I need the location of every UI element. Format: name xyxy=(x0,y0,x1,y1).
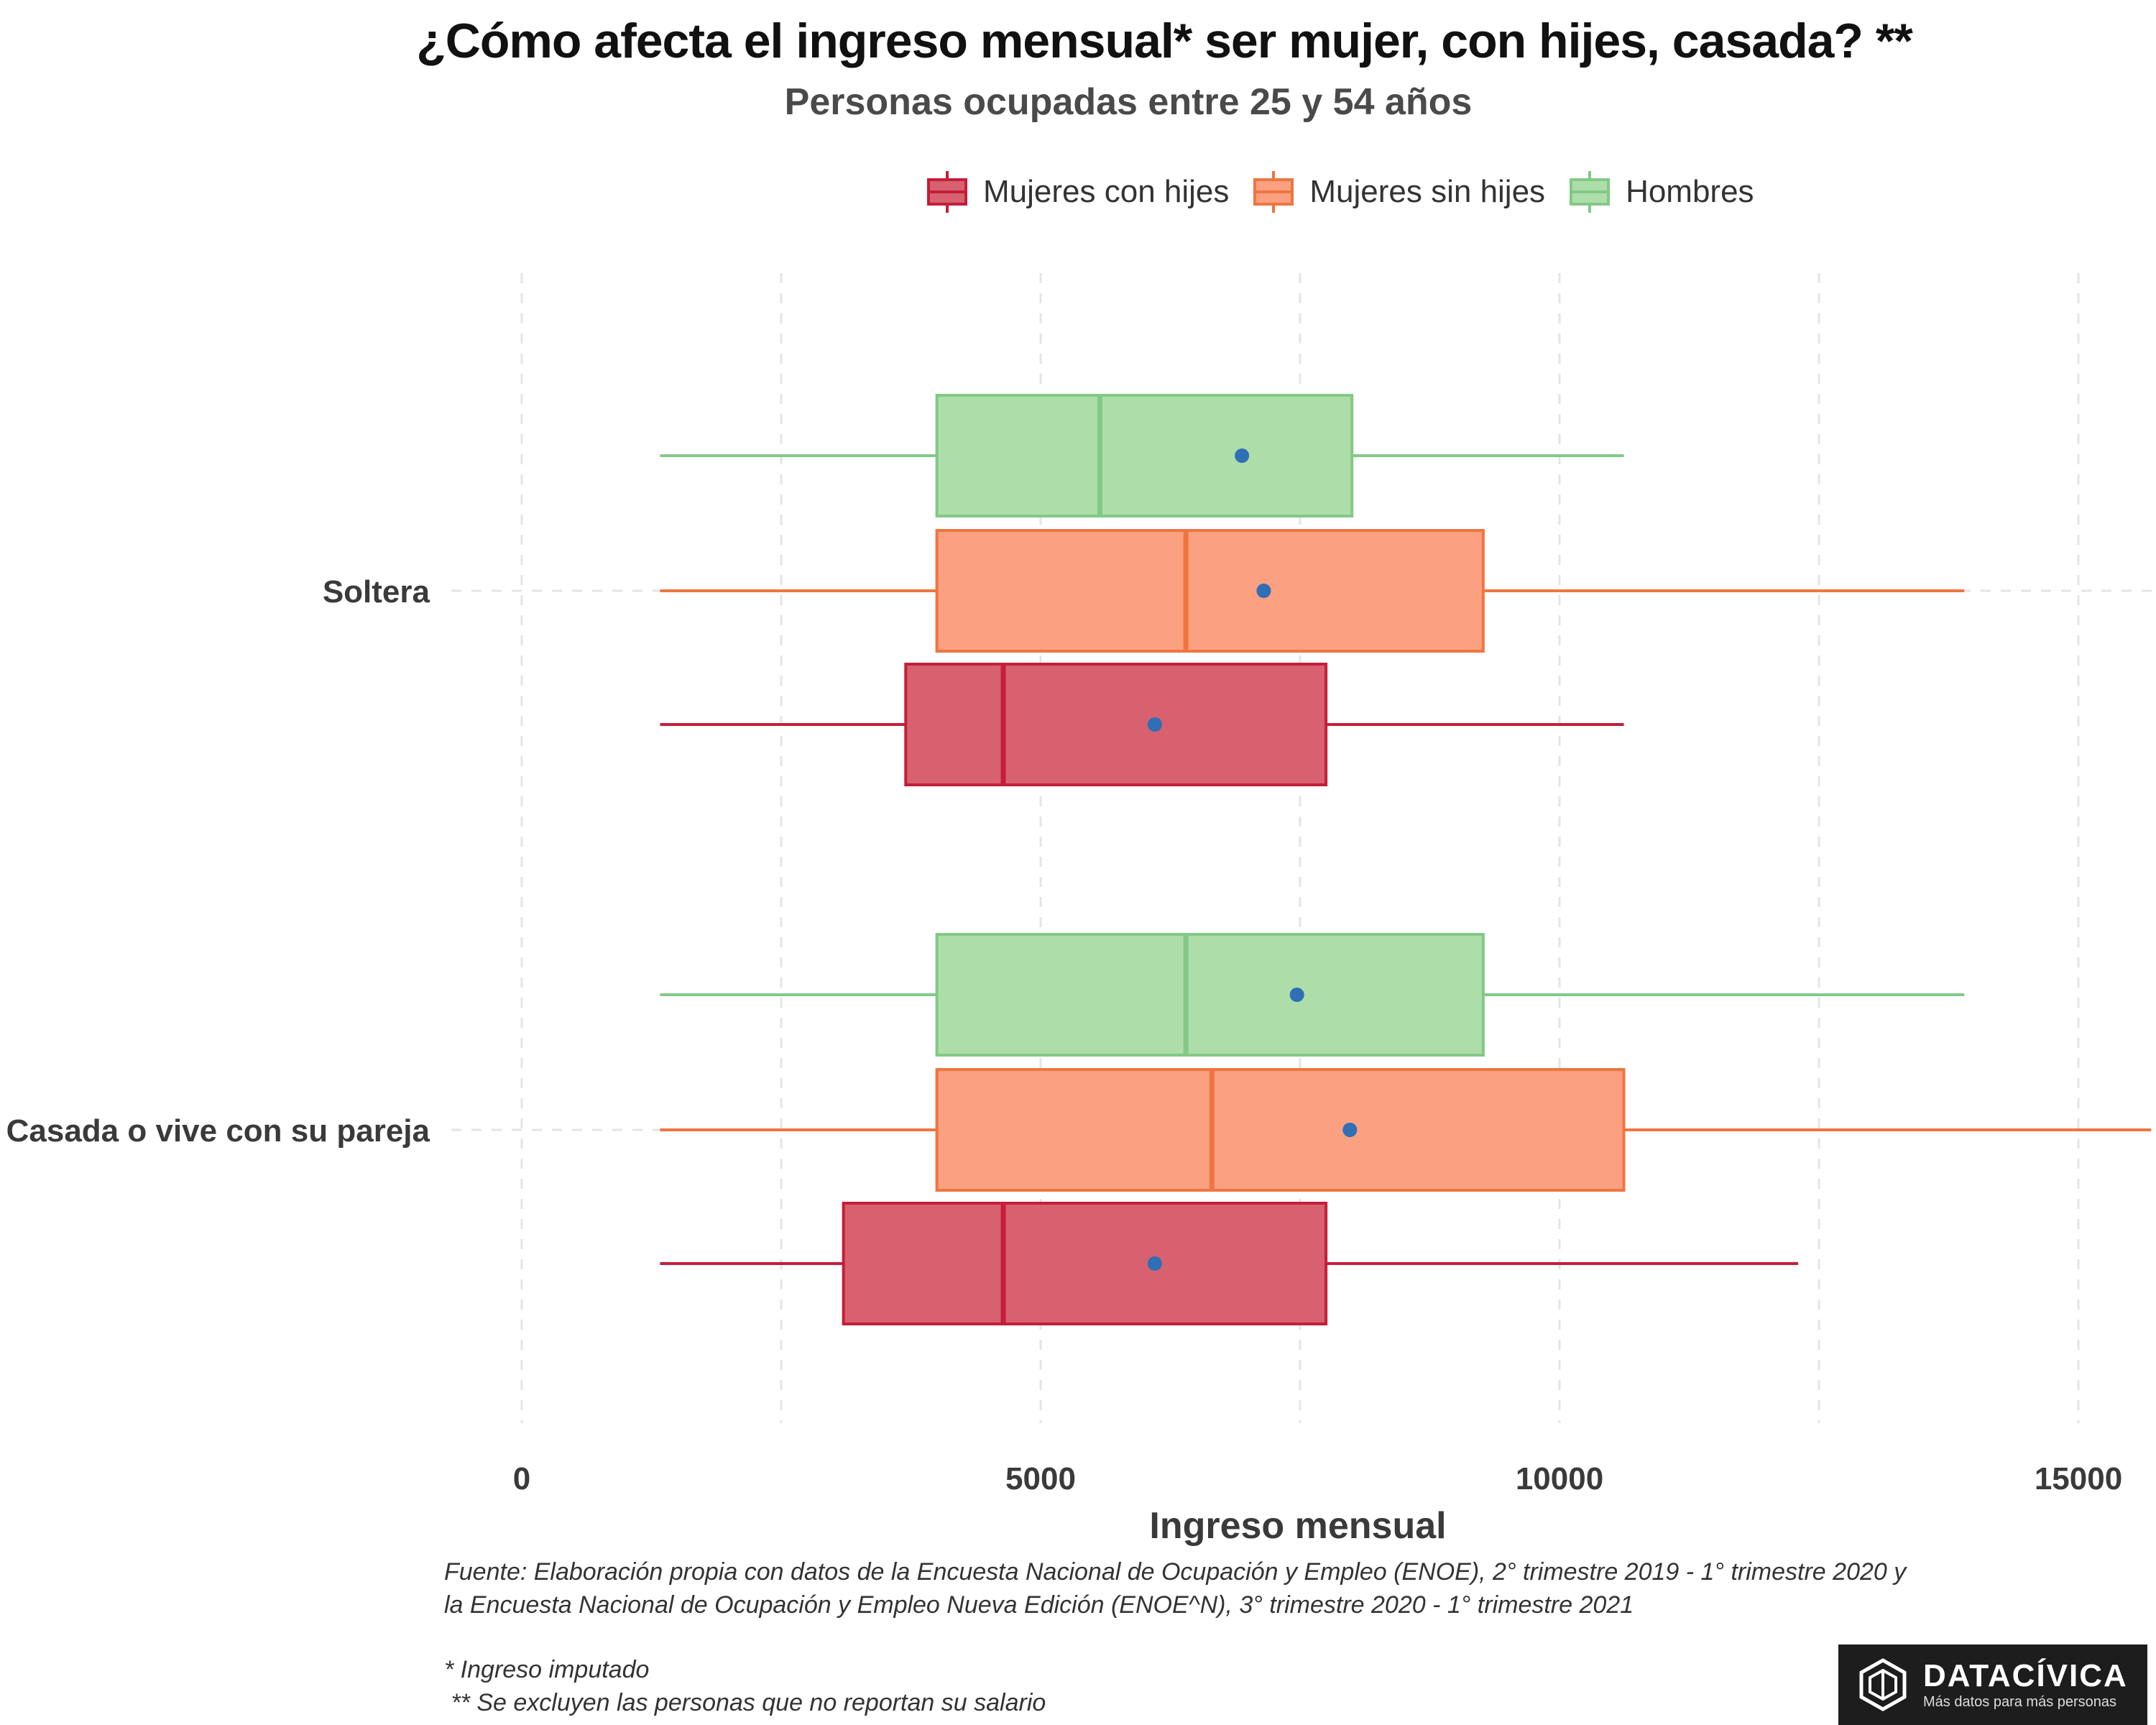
x-tick-label: 15000 xyxy=(2035,1461,2122,1496)
mean-point xyxy=(1289,988,1304,1002)
mean-point xyxy=(1147,1256,1162,1271)
legend-item-mujeres-con-hijes: Mujeres con hijes xyxy=(927,171,1230,213)
iqr-box xyxy=(904,663,1328,786)
legend-key-mujeres-sin-hijes xyxy=(1253,171,1294,213)
datacivica-logo-icon xyxy=(1859,1658,1907,1711)
legend-key-hombres xyxy=(1570,171,1611,213)
legend-label-hombres: Hombres xyxy=(1626,174,1754,209)
boxplot-chart: 0 5000 10000 15000 Soltera Casada o vive con … xyxy=(6,273,2156,1547)
footnote-excluded: ** Se excluyen las personas que no repor… xyxy=(444,1689,1046,1716)
logo-tagline: Más datos para más personas xyxy=(1923,1694,2117,1710)
legend-label-mujeres-sin-hijes: Mujeres sin hijes xyxy=(1309,174,1546,209)
iqr-box xyxy=(935,394,1354,518)
box-mujeres-con-hijes xyxy=(660,1202,1799,1325)
x-axis-label: Ingreso mensual xyxy=(1149,1505,1446,1547)
box-mujeres-con-hijes xyxy=(660,663,1624,786)
box-hombres xyxy=(660,933,1965,1057)
box-mujeres-sin-hijes xyxy=(660,1068,2152,1192)
x-tick-label: 5000 xyxy=(1005,1461,1076,1496)
box-hombres xyxy=(660,394,1624,518)
footnote-imputed: * Ingreso imputado xyxy=(444,1656,650,1683)
legend-key-mujeres-con-hijes xyxy=(927,171,967,213)
footnotes: * Ingreso imputado ** Se excluyen las pe… xyxy=(444,1653,1046,1719)
legend-item-hombres: Hombres xyxy=(1570,171,1754,213)
y-category-label: Casada o vive con su pareja xyxy=(6,1113,430,1149)
chart-title: ¿Cómo afecta el ingreso mensual* ser muj… xyxy=(416,14,1913,68)
axes-labels: 0 5000 10000 15000 Soltera Casada o vive con … xyxy=(6,574,2123,1547)
mean-point xyxy=(1147,717,1162,732)
chart-subtitle: Personas ocupadas entre 25 y 54 años xyxy=(784,81,1473,123)
datacivica-logo: DATACÍVICA Más datos para más personas xyxy=(1838,1644,2147,1725)
mean-point xyxy=(1342,1123,1358,1137)
y-category-label: Soltera xyxy=(323,574,430,610)
logo-name: DATACÍVICA xyxy=(1923,1658,2128,1693)
x-tick-label: 0 xyxy=(513,1461,530,1496)
box-mujeres-sin-hijes xyxy=(660,529,1965,653)
iqr-box xyxy=(935,933,1485,1057)
legend-item-mujeres-sin-hijes: Mujeres sin hijes xyxy=(1253,171,1546,213)
x-tick-label: 10000 xyxy=(1516,1461,1603,1496)
source-caption: Fuente: Elaboración propia con datos de … xyxy=(444,1555,1906,1622)
box-series xyxy=(660,394,2152,1325)
iqr-box xyxy=(935,1068,1626,1192)
legend: Mujeres con hijes Mujeres sin hijes Homb… xyxy=(927,167,1754,217)
source-line-2: la Encuesta Nacional de Ocupación y Empl… xyxy=(444,1591,1634,1619)
source-line-1: Fuente: Elaboración propia con datos de … xyxy=(444,1558,1907,1586)
iqr-box xyxy=(935,529,1485,653)
mean-point xyxy=(1256,584,1271,598)
mean-point xyxy=(1235,448,1250,463)
iqr-box xyxy=(842,1202,1328,1325)
legend-label-mujeres-con-hijes: Mujeres con hijes xyxy=(983,174,1230,209)
